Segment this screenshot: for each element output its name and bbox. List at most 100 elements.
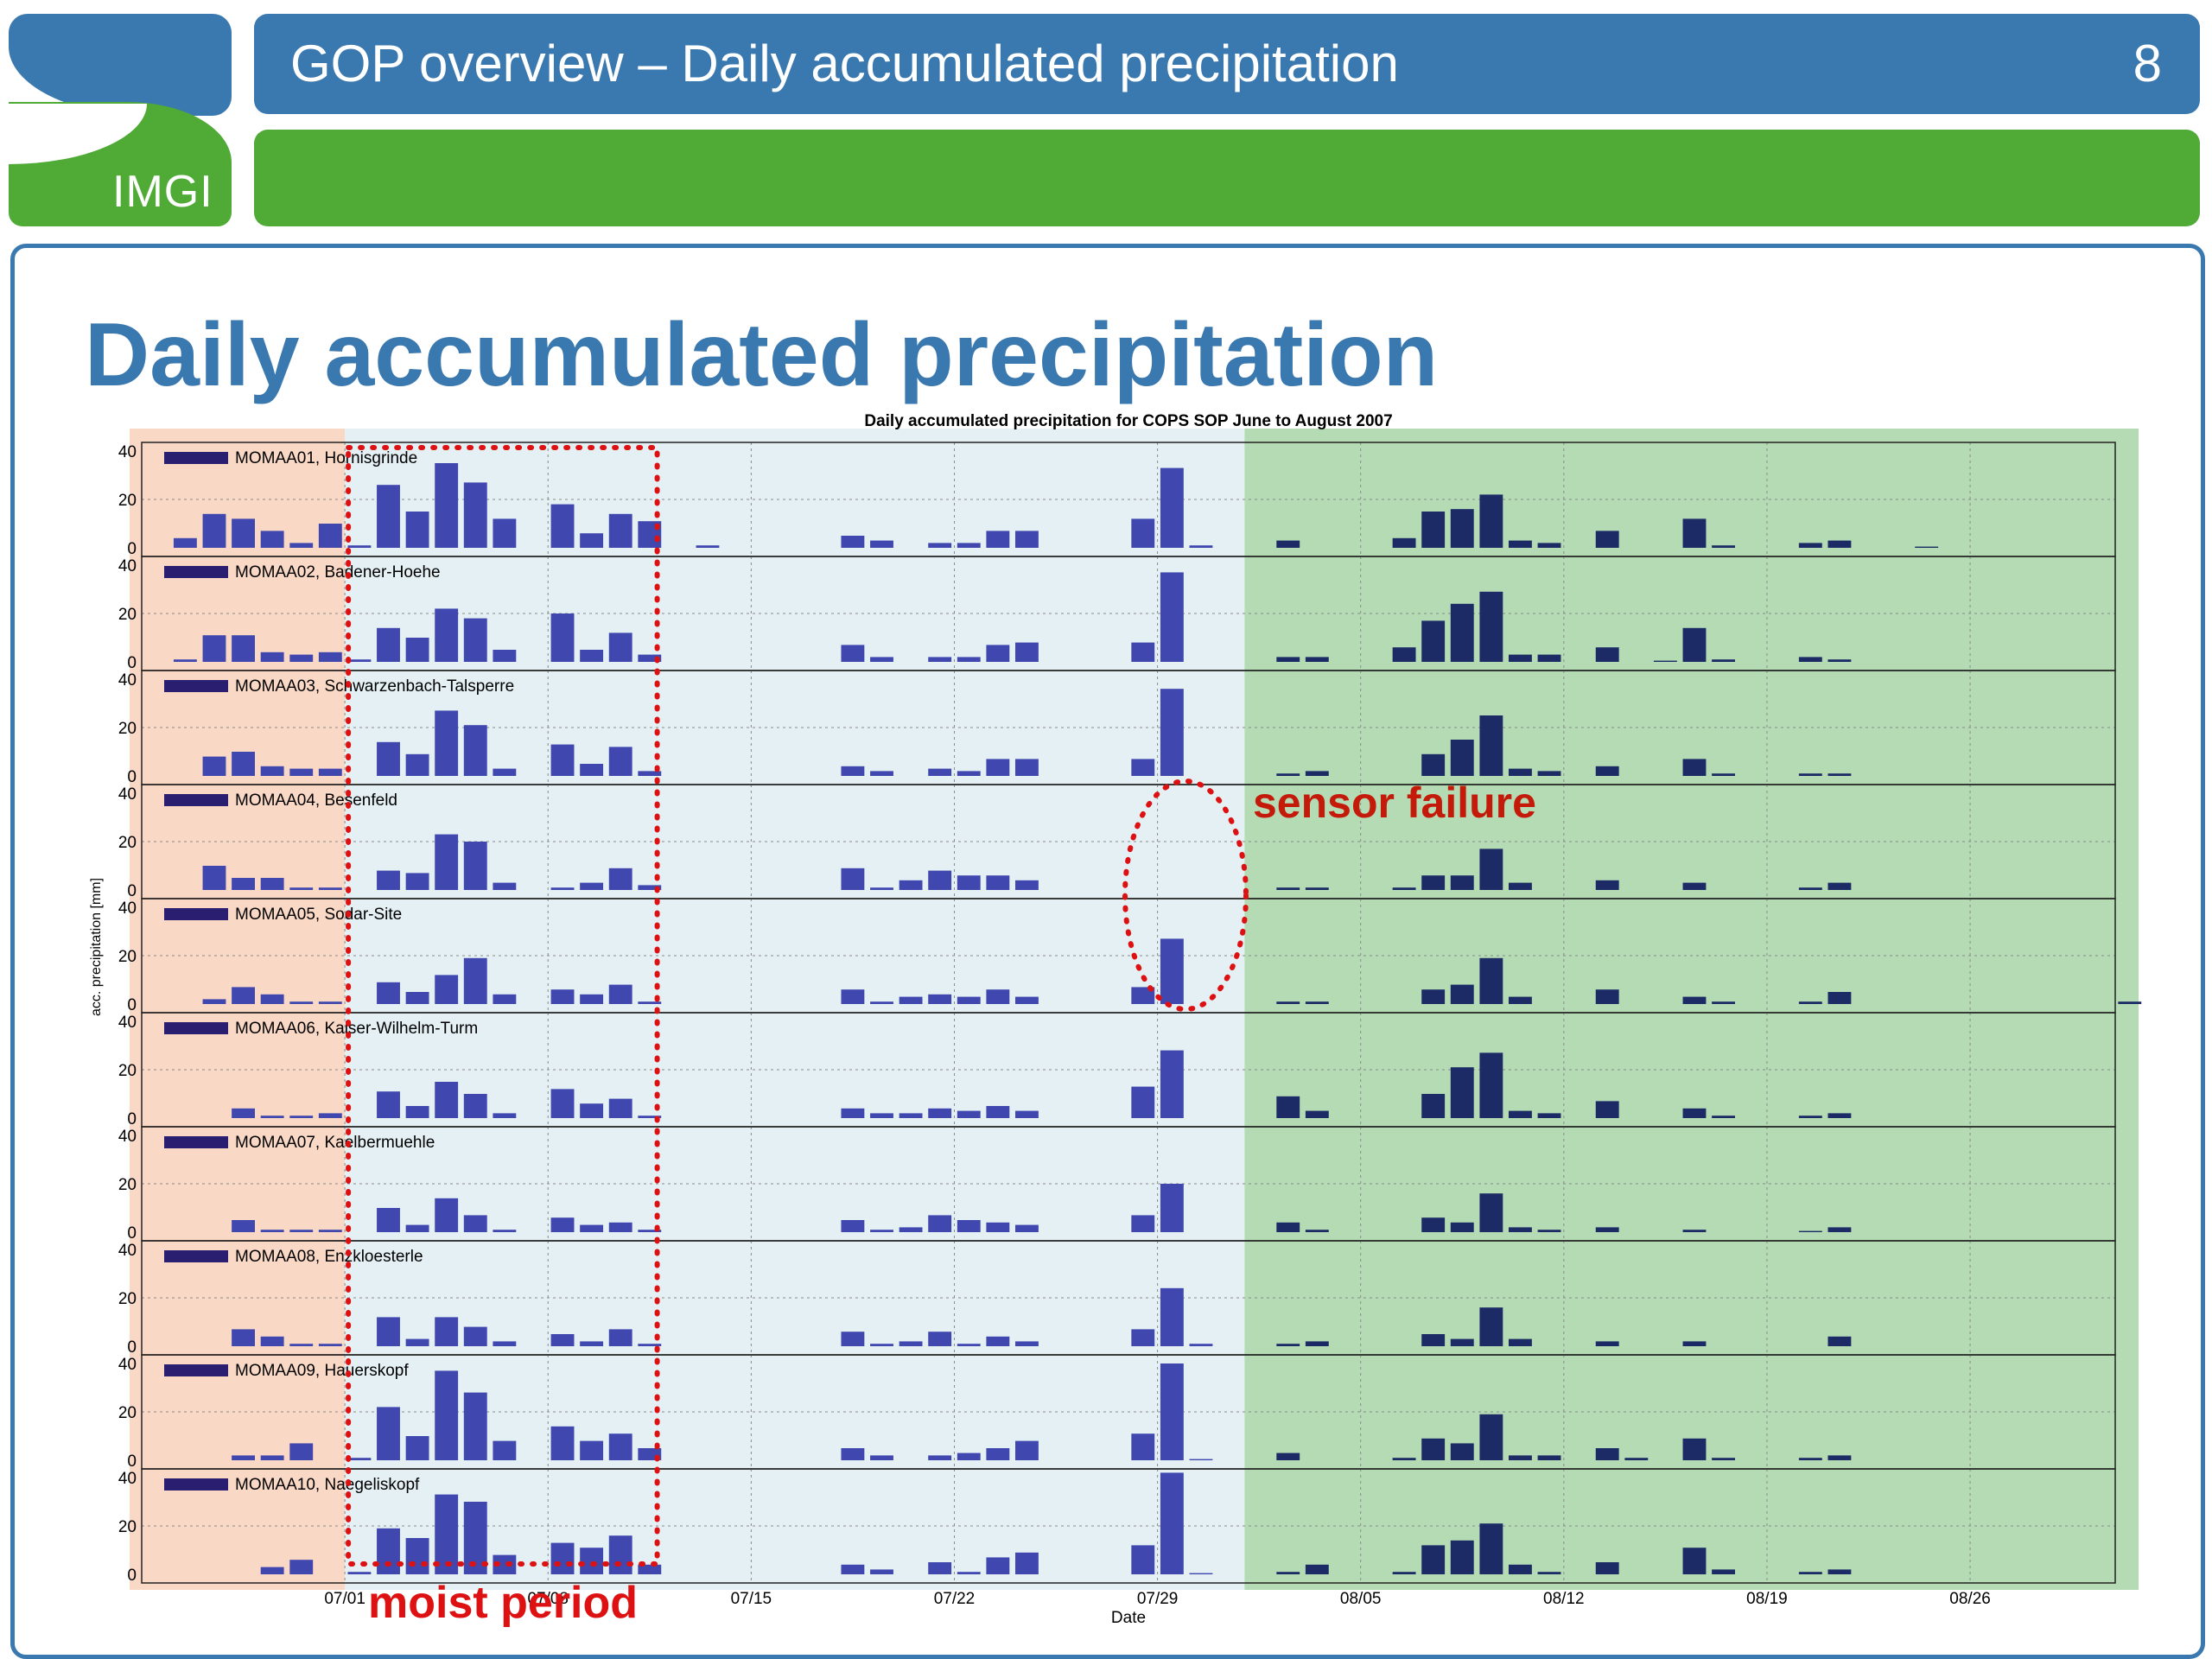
content-frame (10, 244, 2205, 1659)
data-bar (1595, 1227, 1619, 1232)
data-bar (1450, 740, 1474, 776)
data-bar (377, 1317, 400, 1346)
legend-swatch (164, 566, 228, 578)
data-bar (957, 1452, 981, 1460)
data-bar (1305, 771, 1329, 776)
data-bar (377, 741, 400, 776)
data-bar (1160, 1184, 1184, 1232)
data-bar (1305, 657, 1329, 662)
legend-swatch (164, 1478, 228, 1491)
data-bar (928, 657, 952, 662)
y-tick-label: 0 (127, 1224, 137, 1243)
data-bar (928, 1562, 952, 1574)
sensor-failure-label: sensor failure (1253, 779, 1536, 827)
data-bar (232, 1455, 255, 1460)
data-bar (928, 1108, 952, 1118)
data-bar (928, 1455, 952, 1460)
legend-swatch (164, 452, 228, 464)
data-bar (1276, 773, 1300, 776)
data-bar (377, 627, 400, 662)
data-bar (1798, 1116, 1822, 1118)
data-bar (1827, 1336, 1852, 1346)
data-bar (463, 1392, 487, 1460)
data-bar (1682, 759, 1707, 776)
data-bar (1421, 753, 1446, 776)
y-tick-label: 20 (118, 606, 137, 624)
data-bar (289, 1560, 314, 1574)
data-bar (1509, 540, 1532, 548)
data-bar (493, 1440, 517, 1460)
data-bar (1682, 1230, 1707, 1232)
y-tick-label: 40 (118, 557, 137, 575)
data-bar (463, 1094, 487, 1118)
legend-label: MOMAA03, Schwarzenbach-Talsperre (235, 677, 514, 696)
data-bar (1160, 467, 1184, 548)
data-bar (318, 652, 342, 662)
panel-frame (141, 1468, 2116, 1584)
data-bar (1131, 987, 1155, 1004)
data-bar (1392, 537, 1416, 548)
data-bar (986, 1448, 1010, 1460)
data-bar (1450, 984, 1474, 1004)
data-bar (1015, 1341, 1039, 1346)
data-bar (260, 1567, 284, 1574)
data-bar (1537, 1230, 1561, 1232)
y-tick-label: 0 (127, 540, 137, 558)
legend-swatch (164, 908, 228, 920)
data-bar (435, 1198, 459, 1232)
data-bar (638, 654, 662, 662)
data-bar (1421, 875, 1446, 890)
data-bar (377, 870, 400, 890)
data-bar (347, 659, 372, 662)
legend-swatch (164, 1250, 228, 1262)
data-bar (289, 887, 314, 890)
data-bar (1509, 1564, 1532, 1574)
legend-swatch (164, 680, 228, 692)
data-bar (841, 1564, 865, 1574)
y-tick-label: 20 (118, 720, 137, 738)
data-bar (1712, 1458, 1735, 1460)
data-bar (1682, 627, 1707, 662)
data-bar (1537, 771, 1561, 776)
data-bar (463, 618, 487, 662)
data-bar (463, 957, 487, 1004)
y-tick-label: 40 (118, 1242, 137, 1260)
data-bar (1624, 1458, 1649, 1460)
data-bar (899, 880, 923, 890)
data-bar (318, 1230, 342, 1232)
data-bar (435, 710, 459, 776)
data-bar (1712, 1001, 1735, 1004)
data-bar (1712, 1569, 1735, 1574)
data-bar (463, 842, 487, 890)
data-bar (550, 887, 575, 890)
x-axis-label: Date (1111, 1609, 1146, 1627)
data-bar (1276, 1452, 1300, 1460)
data-bar (1479, 849, 1503, 890)
data-bar (435, 463, 459, 548)
data-bar (1276, 887, 1300, 890)
data-bar (1509, 996, 1532, 1004)
data-bar (580, 1341, 604, 1346)
data-bar (928, 870, 952, 890)
data-bar (1015, 531, 1039, 548)
y-tick-label: 20 (118, 1518, 137, 1536)
x-tick-label: 07/08 (527, 1590, 569, 1608)
data-bar (435, 834, 459, 890)
data-bar (435, 1317, 459, 1346)
data-bar (928, 768, 952, 776)
x-tick-label: 07/01 (324, 1590, 365, 1608)
data-bar (1827, 540, 1852, 548)
data-bar (405, 992, 429, 1004)
y-axis-label: acc. precipitation [mm] (89, 878, 104, 1016)
data-bar (550, 989, 575, 1004)
logo-text: IMGI (112, 167, 213, 217)
data-bar (260, 766, 284, 776)
data-bar (638, 1116, 662, 1118)
data-bar (493, 518, 517, 548)
data-bar (1682, 1438, 1707, 1460)
data-bar (1509, 1227, 1532, 1232)
data-bar (1276, 1222, 1300, 1232)
data-bar (957, 1110, 981, 1118)
y-tick-label: 40 (118, 1014, 137, 1032)
